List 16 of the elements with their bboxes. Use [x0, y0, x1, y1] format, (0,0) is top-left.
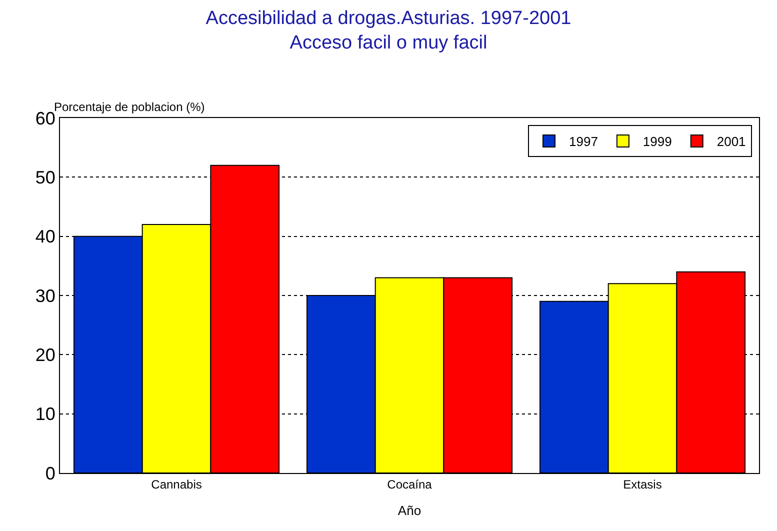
x-axis-title: Año — [398, 503, 422, 518]
x-tick-label: Cocaína — [387, 477, 432, 492]
legend-label: 2001 — [716, 134, 746, 150]
y-tick-label: 50 — [35, 167, 56, 188]
y-axis-title: Porcentaje de poblacion (%) — [54, 100, 205, 114]
chart-title: Accesibilidad a drogas.Asturias. 1997-2001 Acceso facil o muy facil — [206, 8, 572, 54]
y-tick-label: 30 — [35, 286, 56, 306]
y-tick-label: 40 — [35, 226, 56, 247]
y-tick-label: 60 — [35, 108, 56, 128]
y-tick-label: 20 — [35, 344, 56, 365]
y-tick-label: 0 — [45, 463, 56, 484]
x-tick-label: Cannabis — [151, 477, 202, 492]
legend-label: 1997 — [569, 134, 598, 150]
legend-label: 1999 — [642, 134, 672, 150]
y-tick-label: 10 — [35, 404, 56, 424]
x-tick-label: Extasis — [623, 477, 662, 492]
